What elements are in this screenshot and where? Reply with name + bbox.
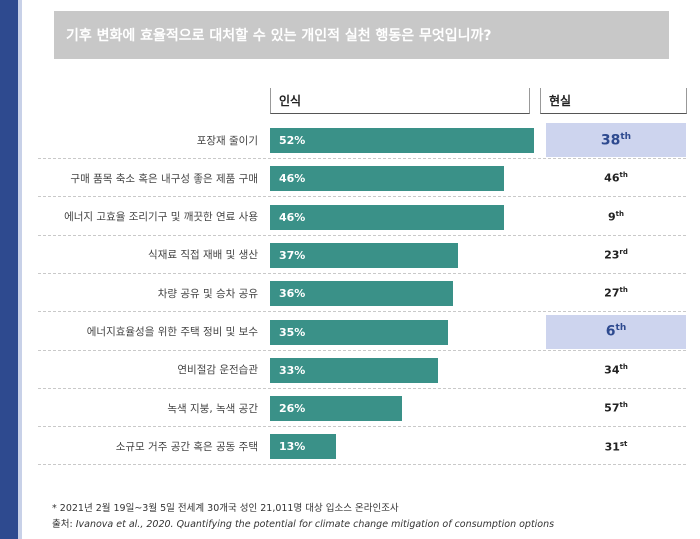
bar-value-label: 37% xyxy=(279,248,306,262)
column-header-reality-label: 현실 xyxy=(549,94,572,108)
chart-row: 소규모 거주 공간 혹은 공동 주택 13% 31st xyxy=(38,427,686,466)
rank-suffix: th xyxy=(619,286,628,295)
chart-row: 식재료 직접 재배 및 생산 37% 23rd xyxy=(38,236,686,274)
reality-rank: 27th xyxy=(604,286,628,300)
reality-rank-cell: 6th xyxy=(546,314,686,349)
reality-rank: 23rd xyxy=(604,248,628,262)
left-accent-stripe xyxy=(0,0,18,539)
survey-footnote: * 2021년 2월 19일~3월 5일 전세계 30개국 성인 21,011명… xyxy=(52,500,399,514)
reality-rank-cell: 31st xyxy=(546,429,686,463)
reality-rank: 31st xyxy=(605,440,628,454)
bar-value-label: 46% xyxy=(279,210,306,224)
reality-rank: 6th xyxy=(606,323,626,340)
reality-rank: 38th xyxy=(601,132,631,149)
rank-number: 31 xyxy=(604,440,620,454)
perception-bar: 26% xyxy=(270,396,402,422)
chart-row: 녹색 지붕, 녹색 공간 26% 57th xyxy=(38,389,686,428)
reality-rank-cell: 34th xyxy=(546,353,686,387)
left-accent-stripe-light xyxy=(18,0,22,539)
source-prefix: 출처: xyxy=(52,519,76,530)
rank-number: 38 xyxy=(600,132,621,149)
perception-bar: 36% xyxy=(270,281,453,307)
rank-number: 34 xyxy=(604,363,620,377)
reality-rank-cell: 38th xyxy=(546,123,686,157)
column-header-reality: 현실 xyxy=(540,88,687,114)
reality-rank: 46th xyxy=(604,171,628,185)
survey-footnote-text: * 2021년 2월 19일~3월 5일 전세계 30개국 성인 21,011명… xyxy=(52,503,399,514)
category-label: 연비절감 운전습관 xyxy=(177,364,258,377)
rank-suffix: th xyxy=(619,171,628,180)
category-label: 구매 품목 축소 혹은 내구성 좋은 제품 구매 xyxy=(70,172,258,185)
bar-value-label: 13% xyxy=(279,440,306,454)
reality-rank-cell: 46th xyxy=(546,161,686,195)
bar-value-label: 33% xyxy=(279,363,306,377)
reality-rank: 34th xyxy=(604,363,628,377)
rank-number: 57 xyxy=(604,401,620,415)
column-header-perception: 인식 xyxy=(270,88,530,114)
chart-row: 에너지효율성을 위한 주택 정비 및 보수 35% 6th xyxy=(38,313,686,351)
chart-title: 기후 변화에 효율적으로 대처할 수 있는 개인적 실천 행동은 무엇입니까? xyxy=(54,11,669,59)
chart-title-text: 기후 변화에 효율적으로 대처할 수 있는 개인적 실천 행동은 무엇입니까? xyxy=(66,28,492,44)
reality-rank: 9th xyxy=(608,210,624,224)
category-label: 차량 공유 및 승차 공유 xyxy=(157,287,258,300)
rank-number: 23 xyxy=(604,248,620,262)
chart-row: 구매 품목 축소 혹은 내구성 좋은 제품 구매 46% 46th xyxy=(38,159,686,198)
perception-bar: 52% xyxy=(270,128,534,153)
chart-row: 연비절감 운전습관 33% 34th xyxy=(38,351,686,389)
category-label: 식재료 직접 재배 및 생산 xyxy=(148,249,258,262)
category-label: 에너지효율성을 위한 주택 정비 및 보수 xyxy=(86,326,258,338)
perception-bar: 33% xyxy=(270,357,438,383)
rank-number: 9 xyxy=(608,210,616,224)
rank-suffix: th xyxy=(619,362,628,371)
reality-rank-cell: 57th xyxy=(546,391,686,425)
bar-value-label: 46% xyxy=(279,172,306,186)
rank-suffix: th xyxy=(620,131,632,142)
rank-suffix: st xyxy=(619,439,628,448)
source-footnote: 출처: Ivanova et al., 2020. Quantifying th… xyxy=(52,516,554,530)
category-label: 포장재 줄이기 xyxy=(196,134,258,147)
bar-value-label: 35% xyxy=(279,325,306,339)
rank-suffix: th xyxy=(615,323,627,334)
column-header-perception-label: 인식 xyxy=(279,94,302,108)
bar-value-label: 52% xyxy=(279,134,306,147)
chart-row: 차량 공유 및 승차 공유 36% 27th xyxy=(38,274,686,313)
reality-rank-cell: 27th xyxy=(546,276,686,310)
rank-suffix: th xyxy=(615,209,624,218)
chart-row: 에너지 고효율 조리기구 및 깨끗한 연료 사용 46% 9th xyxy=(38,198,686,236)
reality-rank: 57th xyxy=(604,401,628,415)
chart-row: 포장재 줄이기 52% 38th xyxy=(38,121,686,159)
perception-bar: 13% xyxy=(270,434,336,460)
category-label: 녹색 지붕, 녹색 공간 xyxy=(167,402,258,415)
rank-number: 6 xyxy=(605,323,616,340)
bar-value-label: 26% xyxy=(279,402,306,416)
source-citation: Ivanova et al., 2020. Quantifying the po… xyxy=(75,519,555,530)
rank-suffix: th xyxy=(619,401,628,410)
rank-number: 27 xyxy=(604,287,620,301)
reality-rank-cell: 9th xyxy=(546,200,686,234)
rank-suffix: rd xyxy=(619,248,628,257)
perception-bar: 37% xyxy=(270,242,458,268)
rank-number: 46 xyxy=(604,172,620,186)
category-label: 소규모 거주 공간 혹은 공동 주택 xyxy=(115,440,258,453)
bar-value-label: 36% xyxy=(279,287,306,301)
reality-rank-cell: 23rd xyxy=(546,238,686,272)
perception-bar: 46% xyxy=(270,204,504,230)
category-label: 에너지 고효율 조리기구 및 깨끗한 연료 사용 xyxy=(64,211,258,224)
perception-bar: 46% xyxy=(270,166,504,192)
perception-bar: 35% xyxy=(270,319,448,345)
